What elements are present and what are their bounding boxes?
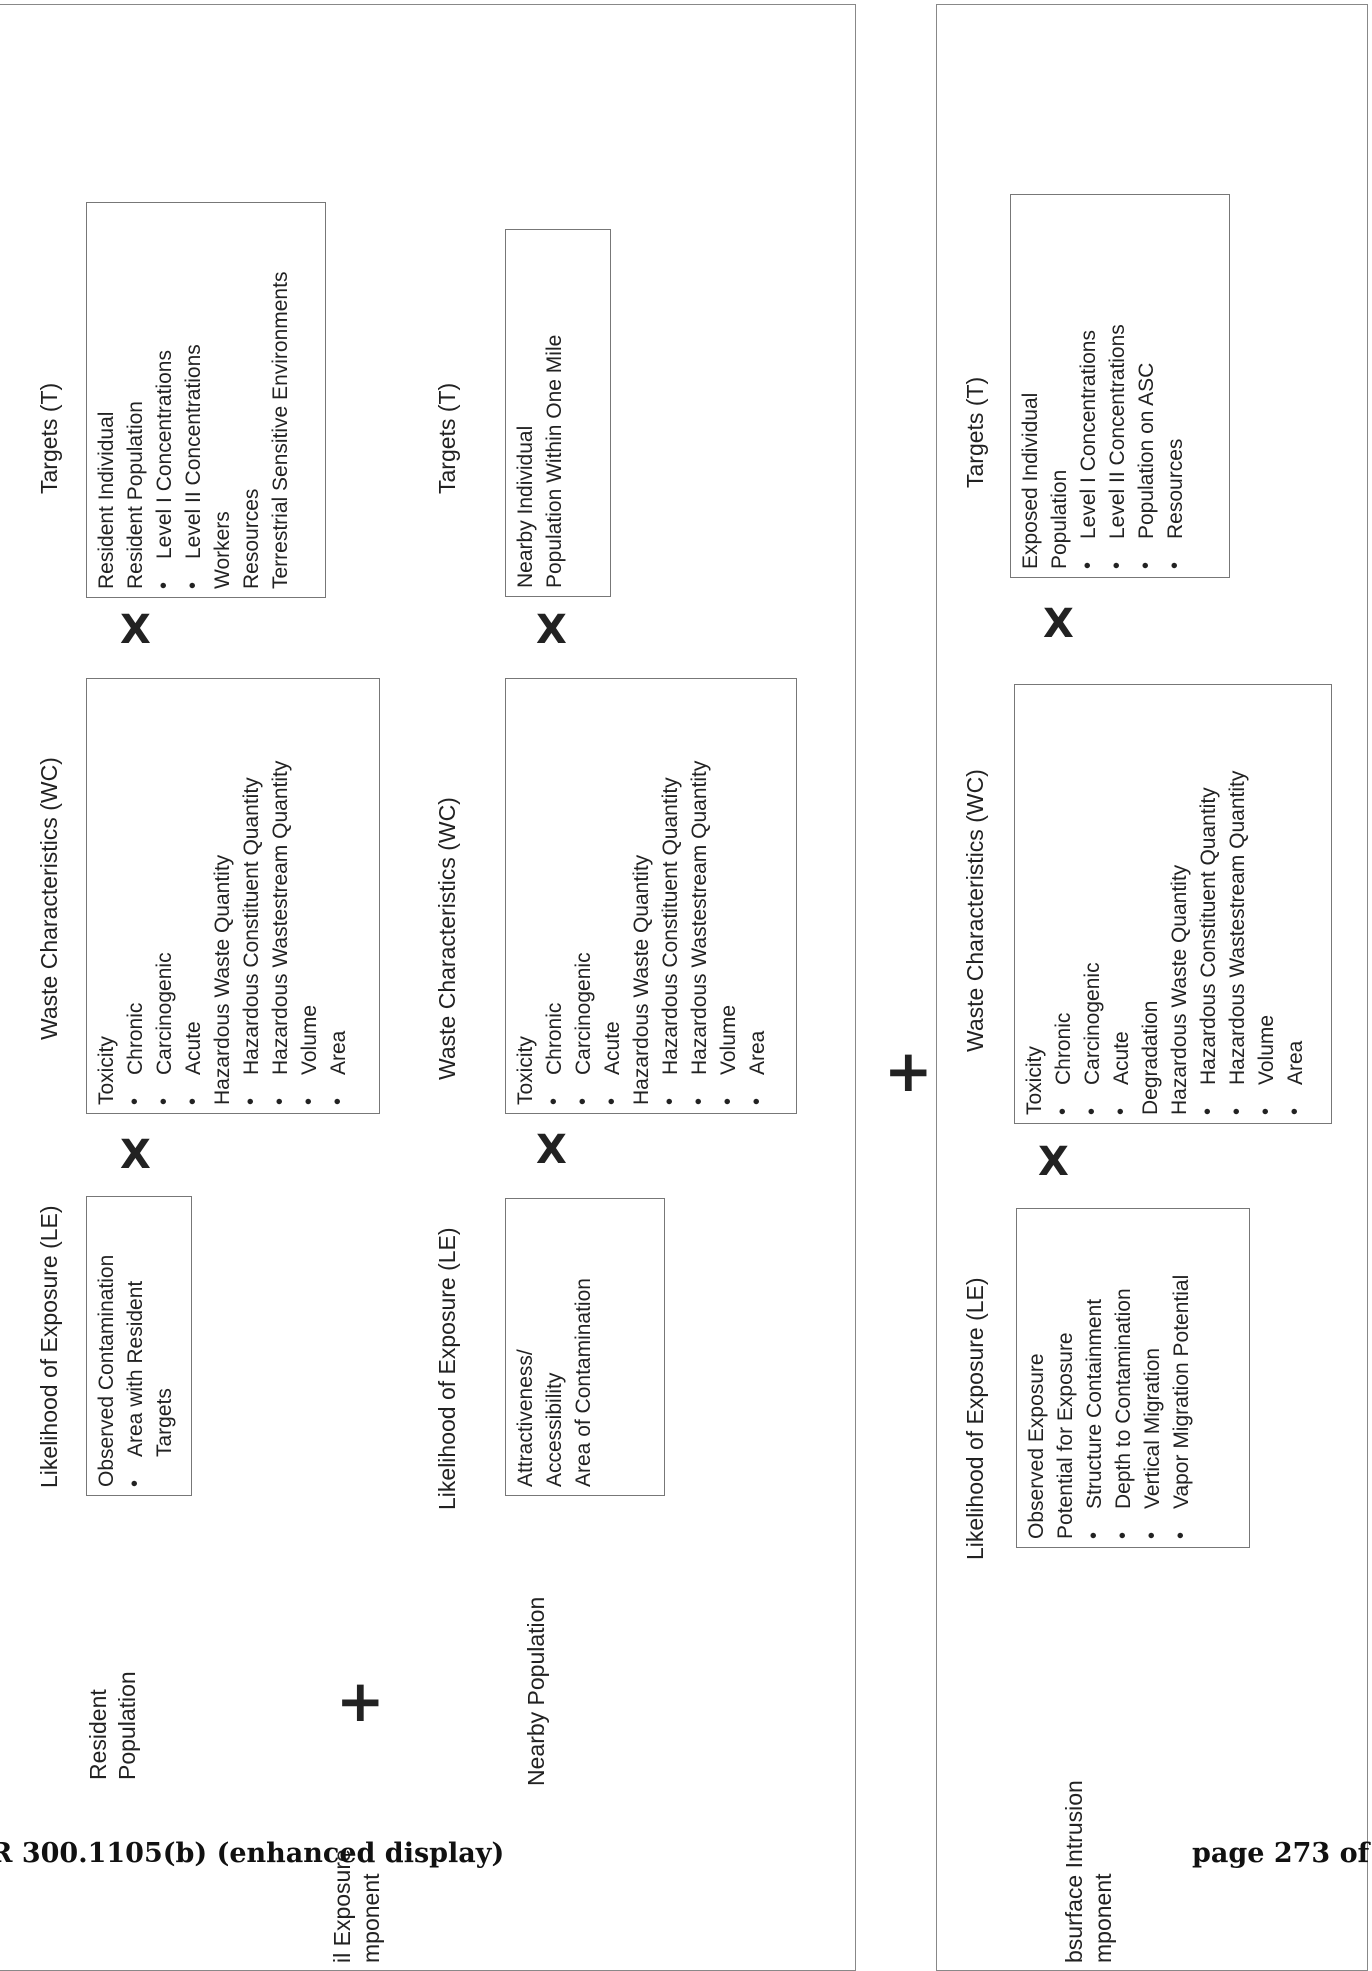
- nearby-population-label: Nearby Population: [523, 1596, 549, 1786]
- subsurface-targets-heading: Targets (T): [962, 376, 988, 488]
- bullet-item: Level II Concentrations: [179, 209, 208, 589]
- bullet-item: Population on ASC: [1132, 201, 1161, 569]
- list-item: Exposed Individual: [1019, 392, 1042, 569]
- bullet-item: Acute: [598, 685, 627, 1105]
- bullet-item: Chronic: [540, 685, 569, 1105]
- bullet-item: Volume: [295, 685, 324, 1105]
- bullet-item: Hazardous Wastestream Quantity: [266, 685, 295, 1105]
- list-item: Population: [1048, 469, 1071, 569]
- bullet-item: Depth to Contamination: [1109, 1215, 1138, 1539]
- list-item: Toxicity: [95, 1036, 118, 1105]
- nearby-le-heading: Likelihood of Exposure (LE): [434, 1227, 460, 1510]
- plus-operator: +: [336, 1667, 385, 1735]
- subsurface-targets-box: Exposed Individual PopulationLevel I Conc…: [1010, 194, 1230, 578]
- list-item: Terrestrial Sensitive Environments: [269, 271, 292, 589]
- list-item: Accessibility: [543, 1372, 566, 1487]
- subsurface-le-box: Observed Exposure Potential for ExposureS…: [1016, 1208, 1250, 1548]
- list-item: Potential for Exposure: [1054, 1332, 1077, 1539]
- bullet-item: Hazardous Wastestream Quantity: [685, 685, 714, 1105]
- resident-le-box: Observed ContaminationArea with Resident…: [86, 1196, 192, 1496]
- nearby-le-box: Attractiveness/Accessibility Area of Cont…: [505, 1198, 665, 1496]
- times-operator: X: [120, 607, 151, 653]
- list-item: Area of Contamination: [572, 1278, 595, 1487]
- resident-wc-heading: Waste Characteristics (WC): [36, 757, 62, 1040]
- bullet-item: Structure Containment: [1080, 1215, 1109, 1539]
- bullet-item: Chronic: [121, 685, 150, 1105]
- bullet-item: Area: [324, 685, 353, 1105]
- bullet-item: Area: [743, 685, 772, 1105]
- bullet-item: Carcinogenic: [1078, 691, 1107, 1115]
- list-item: Observed Contamination: [95, 1254, 118, 1487]
- bullet-item: Level I Concentrations: [1074, 201, 1103, 569]
- bullet-item: Area: [1281, 691, 1310, 1115]
- list-item: Hazardous Waste Quantity: [211, 854, 234, 1105]
- nearby-wc-heading: Waste Characteristics (WC): [434, 797, 460, 1080]
- bullet-item: Area with Resident: [121, 1203, 150, 1487]
- times-operator: X: [120, 1132, 151, 1178]
- bullet-item: Hazardous Constituent Quantity: [1194, 691, 1223, 1115]
- times-operator: X: [1038, 1139, 1069, 1185]
- subsurface-wc-box: ToxicityChronicCarcinogenicAcuteDegradat…: [1014, 684, 1332, 1124]
- list-item: Population Within One Mile: [543, 334, 566, 588]
- bullet-item: Volume: [714, 685, 743, 1105]
- bullet-item: Acute: [179, 685, 208, 1105]
- bullet-item: Carcinogenic: [569, 685, 598, 1105]
- times-operator: X: [1043, 601, 1074, 647]
- bullet-item: Hazardous Constituent Quantity: [656, 685, 685, 1105]
- list-item: Targets: [153, 1388, 176, 1457]
- list-item: Toxicity: [514, 1036, 537, 1105]
- nearby-targets-heading: Targets (T): [434, 382, 460, 494]
- resident-targets-heading: Targets (T): [36, 382, 62, 494]
- subsurface-intrusion-component-label: bsurface Intrusion mponent: [1061, 1780, 1116, 1963]
- bullet-item: Carcinogenic: [150, 685, 179, 1105]
- bullet-item: Chronic: [1049, 691, 1078, 1115]
- bullet-item: Level I Concentrations: [150, 209, 179, 589]
- page-number-footer: page 273 of 431: [1192, 1838, 1372, 1869]
- subsurface-le-heading: Likelihood of Exposure (LE): [962, 1277, 988, 1560]
- list-item: Attractiveness/: [514, 1349, 537, 1487]
- list-item: Workers: [211, 511, 234, 589]
- list-item: Hazardous Waste Quantity: [1168, 864, 1191, 1115]
- bullet-item: Volume: [1252, 691, 1281, 1115]
- times-operator: X: [536, 1127, 567, 1173]
- subsurface-wc-heading: Waste Characteristics (WC): [962, 769, 988, 1052]
- bullet-item: Vertical Migration: [1138, 1215, 1167, 1539]
- bullet-item: Resources: [1161, 201, 1190, 569]
- list-item: Degradation: [1139, 1000, 1162, 1115]
- list-item: Nearby Individual: [514, 425, 537, 588]
- resident-population-label: Resident Population: [85, 1671, 140, 1780]
- list-item: Hazardous Waste Quantity: [630, 854, 653, 1105]
- bullet-item: Acute: [1107, 691, 1136, 1115]
- nearby-targets-box: Nearby Individual Population Within One M…: [505, 229, 611, 597]
- list-item: Resources: [240, 488, 263, 589]
- resident-le-heading: Likelihood of Exposure (LE): [36, 1205, 62, 1488]
- bullet-item: Hazardous Wastestream Quantity: [1223, 691, 1252, 1115]
- bullet-item: Vapor Migration Potential: [1167, 1215, 1196, 1539]
- times-operator: X: [536, 607, 567, 653]
- rule-citation-footer: R 300.1105(b) (enhanced display): [0, 1838, 505, 1869]
- list-item: Resident Population: [124, 401, 147, 589]
- bullet-item: Hazardous Constituent Quantity: [237, 685, 266, 1105]
- list-item: Toxicity: [1023, 1046, 1046, 1115]
- bullet-item: Level II Concentrations: [1103, 201, 1132, 569]
- resident-wc-box: ToxicityChronicCarcinogenicAcuteHazardou…: [86, 678, 380, 1114]
- nearby-wc-box: ToxicityChronicCarcinogenicAcuteHazardou…: [505, 678, 797, 1114]
- list-item: Resident Individual: [95, 411, 118, 589]
- plus-operator: +: [884, 1037, 933, 1105]
- list-item: Observed Exposure: [1025, 1353, 1048, 1539]
